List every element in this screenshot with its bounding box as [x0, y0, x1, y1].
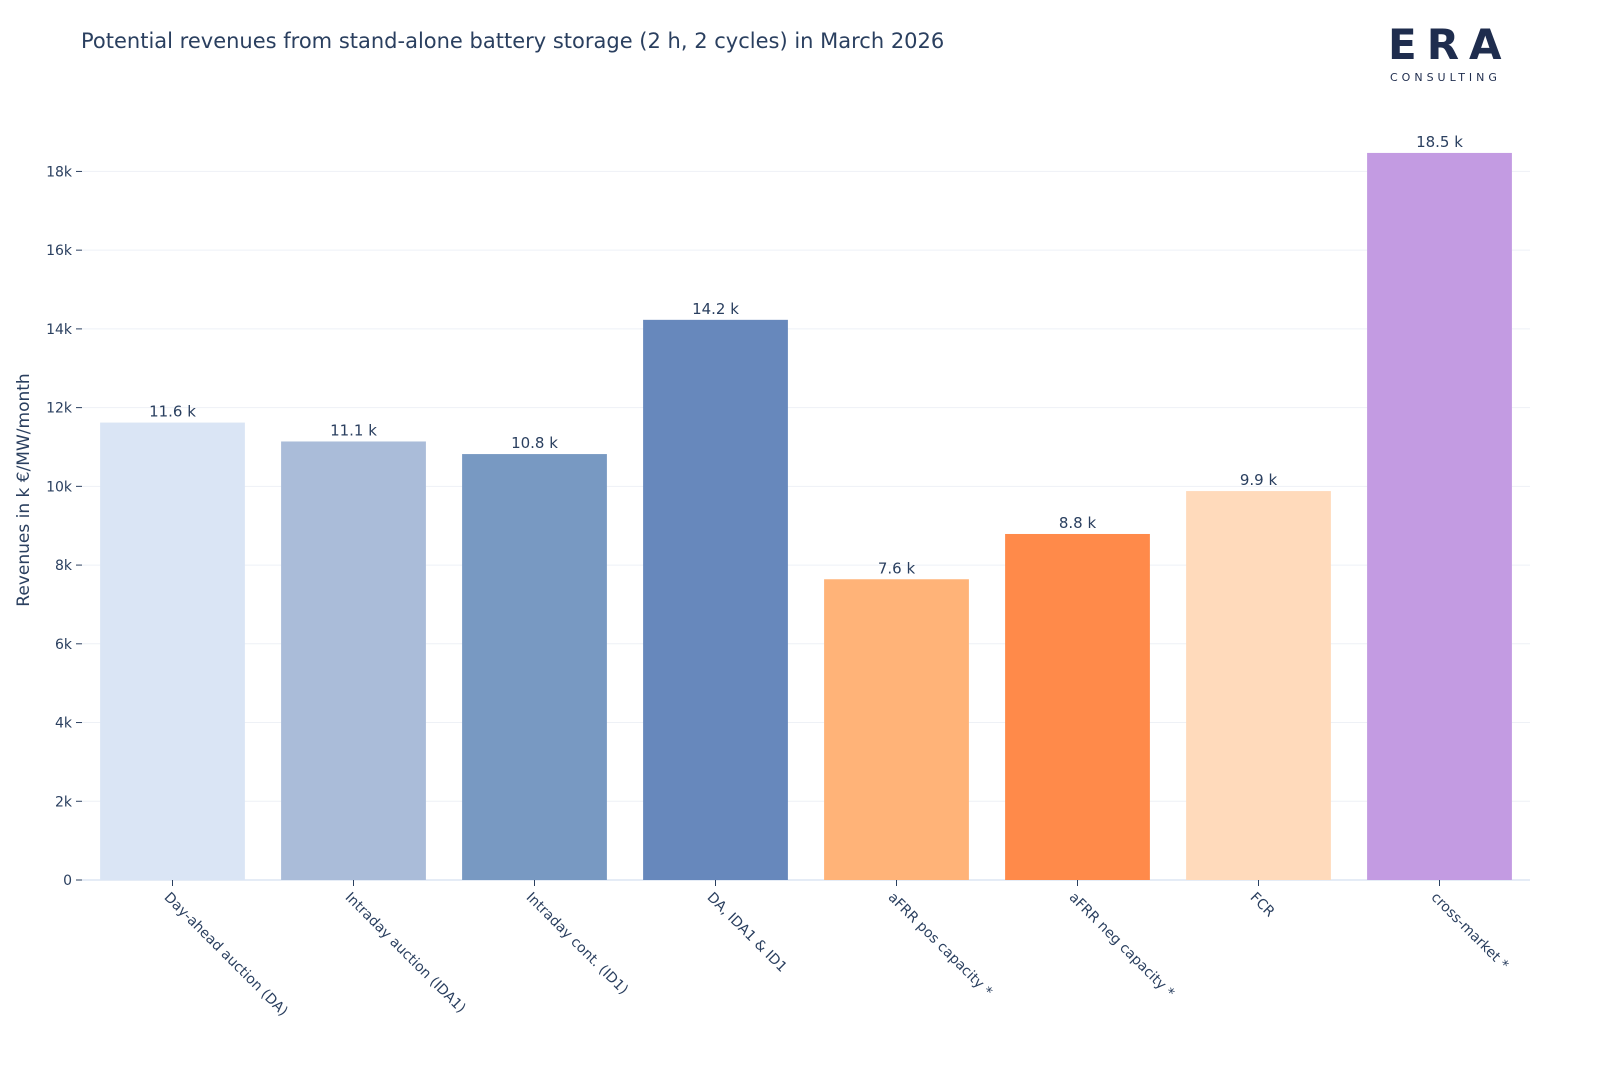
logo-sub-text: CONSULTING: [1390, 71, 1501, 84]
bar[interactable]: [281, 441, 426, 880]
x-axis: Day-ahead auction (DA) Intraday auction (…: [161, 880, 1512, 1020]
bar-data-label: 7.6 k: [878, 559, 916, 577]
y-tick-label: 2k: [55, 794, 73, 810]
bar[interactable]: [824, 579, 969, 880]
bar[interactable]: [643, 319, 788, 880]
x-tick-label: Intraday auction (IDA1): [342, 890, 469, 1017]
bar[interactable]: [1005, 533, 1150, 880]
y-tick-label: 16k: [46, 243, 73, 259]
x-tick-label: Day-ahead auction (DA): [161, 890, 291, 1020]
y-tick-label: 18k: [46, 164, 73, 180]
bars: 11.6 k 11.1 k 10.8 k 14.2 k 7.6 k 8.8 k 9.9 k 1…: [100, 133, 1512, 880]
x-tick-label: cross-market *: [1428, 890, 1512, 974]
x-tick-label: aFRR neg capacity *: [1066, 890, 1178, 1002]
y-axis-title: Revenues in k €/MW/month: [14, 373, 34, 606]
y-tick-label: 14k: [46, 322, 73, 338]
bar-data-label: 18.5 k: [1416, 133, 1463, 151]
y-tick-label: 12k: [46, 401, 73, 417]
x-tick-label: FCR: [1247, 890, 1278, 921]
y-tick-label: 10k: [46, 479, 73, 495]
bar[interactable]: [100, 422, 245, 880]
x-tick-label: Intraday cont. (ID1): [523, 890, 631, 998]
bar-data-label: 11.1 k: [330, 421, 377, 439]
y-tick-label: 6k: [55, 637, 73, 653]
x-tick-label: DA, IDA1 & ID1: [704, 890, 790, 976]
bar-data-label: 14.2 k: [692, 300, 739, 318]
y-axis: 0 2k 4k 6k 8k 10k 12k 14k 16k 18k: [46, 164, 82, 889]
bar[interactable]: [1186, 491, 1331, 880]
bar[interactable]: [1367, 152, 1512, 880]
y-tick-label: 8k: [55, 558, 73, 574]
bar-data-label: 11.6 k: [149, 403, 196, 421]
bar-data-label: 9.9 k: [1240, 471, 1278, 489]
logo-main-text: ERA: [1388, 20, 1512, 69]
bar-data-label: 8.8 k: [1059, 514, 1097, 532]
bar-data-label: 10.8 k: [511, 434, 558, 452]
era-consulting-logo: ERA CONSULTING: [1388, 20, 1518, 90]
bar[interactable]: [462, 454, 607, 880]
x-tick-label: aFRR pos capacity *: [885, 890, 996, 1001]
chart-title: Potential revenues from stand-alone batt…: [81, 29, 945, 53]
y-tick-label: 0: [63, 873, 72, 889]
y-tick-label: 4k: [55, 716, 73, 732]
